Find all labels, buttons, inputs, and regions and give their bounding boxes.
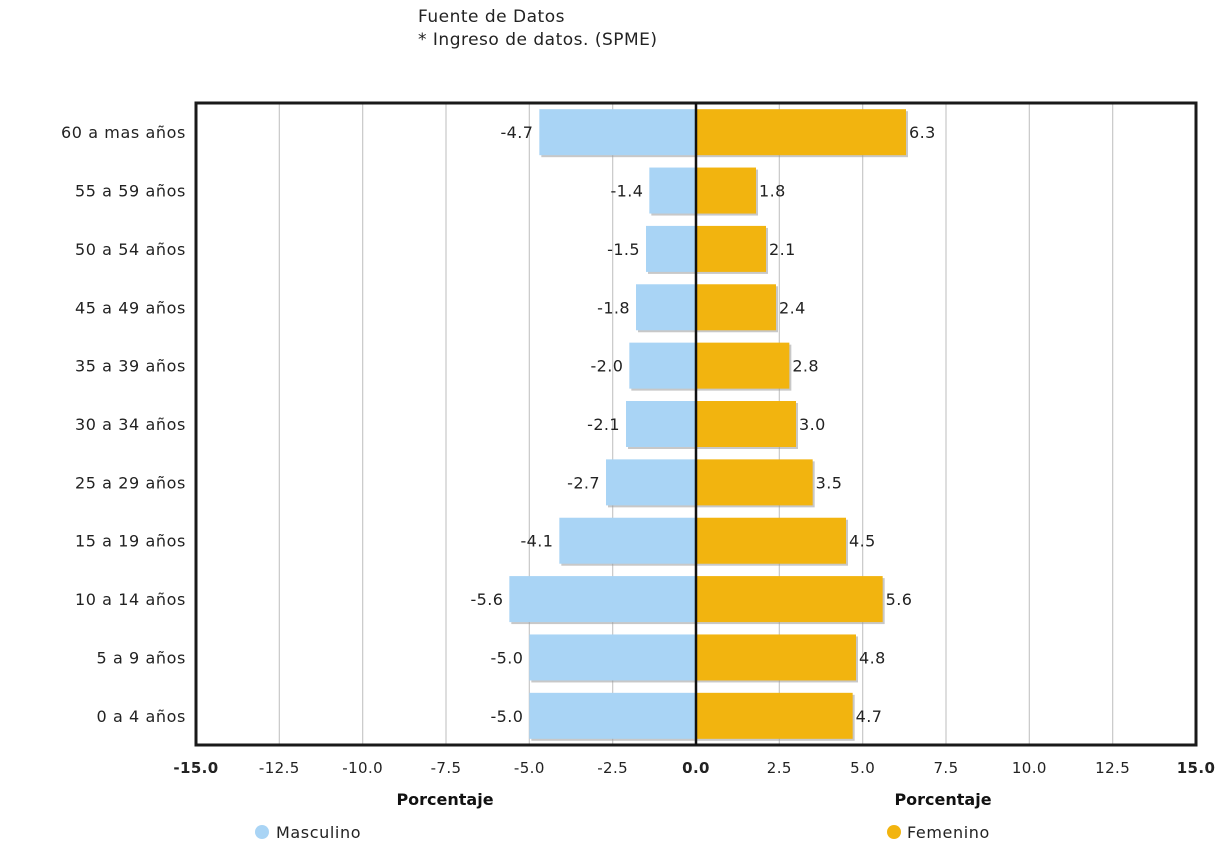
data-label-femenino-0: 6.3	[909, 123, 936, 142]
bar-femenino-50-a-54-a-os	[696, 225, 766, 272]
data-label-femenino-2: 2.1	[769, 240, 796, 259]
bar-masculino-60-a-mas-a-os	[539, 109, 696, 156]
x-tick-label-5: -2.5	[597, 759, 628, 777]
category-label-45-a-49-a-os: 45 a 49 años	[75, 298, 186, 317]
bar-femenino-30-a-34-a-os	[696, 401, 796, 447]
x-tick-label-12: 15.0	[1177, 759, 1216, 777]
bars	[509, 109, 908, 741]
data-label-masculino-2: -1.5	[607, 240, 640, 259]
category-label-55-a-59-a-os: 55 a 59 años	[75, 182, 186, 201]
data-label-femenino-9: 4.8	[859, 648, 886, 667]
source-title: Fuente de Datos	[418, 7, 565, 27]
data-label-femenino-6: 3.5	[816, 473, 843, 492]
x-tick-label-8: 5.0	[850, 759, 875, 777]
data-label-femenino-8: 5.6	[886, 590, 913, 609]
category-label-5-a-9-a-os: 5 a 9 años	[97, 648, 187, 667]
x-tick-label-4: -5.0	[514, 759, 545, 777]
bar-masculino-10-a-14-a-os	[509, 576, 696, 623]
category-label-10-a-14-a-os: 10 a 14 años	[75, 590, 186, 609]
legend-masculino[interactable]: Masculino	[255, 823, 361, 842]
bar-masculino-15-a-19-a-os	[559, 517, 696, 564]
category-label-15-a-19-a-os: 15 a 19 años	[75, 532, 186, 551]
data-label-masculino-3: -1.8	[597, 298, 630, 317]
source-detail: * Ingreso de datos. (SPME)	[418, 30, 658, 50]
bar-masculino-30-a-34-a-os	[626, 401, 696, 447]
category-label-30-a-34-a-os: 30 a 34 años	[75, 415, 186, 434]
grid-lines	[278, 103, 1114, 745]
x-tick-label-6: 0.0	[682, 759, 710, 777]
data-label-femenino-5: 3.0	[799, 415, 826, 434]
data-label-masculino-1: -1.4	[611, 182, 644, 201]
x-tick-label-2: -10.0	[342, 759, 383, 777]
x-tick-labels: -15.0 -12.5 -10.0 -7.5 -5.0 -2.5 0.0 2.5 5.0 7.5 1…	[173, 759, 1215, 777]
x-tick-label-3: -7.5	[431, 759, 462, 777]
data-source-note: Fuente de Datos * Ingreso de datos. (SPM…	[418, 6, 658, 52]
bar-femenino-55-a-59-a-os	[696, 167, 756, 214]
legend-masculino-swatch	[255, 825, 269, 839]
data-label-femenino-3: 2.4	[779, 298, 806, 317]
data-label-masculino-8: -5.6	[471, 590, 504, 609]
data-label-femenino-4: 2.8	[792, 357, 819, 376]
bar-femenino-25-a-29-a-os	[696, 459, 813, 506]
bar-femenino-10-a-14-a-os	[696, 576, 883, 623]
bar-femenino-45-a-49-a-os	[696, 284, 776, 331]
x-axis-title-left: Porcentaje	[396, 790, 493, 809]
legend-masculino-label: Masculino	[276, 823, 361, 842]
x-tick-label-10: 10.0	[1012, 759, 1047, 777]
legend-femenino[interactable]: Femenino	[887, 823, 990, 842]
category-label-25-a-29-a-os: 25 a 29 años	[75, 473, 186, 492]
data-label-femenino-7: 4.5	[849, 532, 876, 551]
bar-masculino-50-a-54-a-os	[646, 225, 696, 272]
category-label-60-a-mas-a-os: 60 a mas años	[61, 123, 186, 142]
data-label-masculino-7: -4.1	[521, 532, 554, 551]
bar-masculino-0-a-4-a-os	[529, 692, 696, 739]
data-label-masculino-6: -2.7	[567, 473, 600, 492]
legend-femenino-label: Femenino	[907, 823, 990, 842]
category-label-35-a-39-a-os: 35 a 39 años	[75, 357, 186, 376]
bar-masculino-5-a-9-a-os	[529, 634, 696, 681]
bar-masculino-25-a-29-a-os	[606, 459, 696, 506]
bar-femenino-35-a-39-a-os	[696, 342, 790, 389]
data-label-femenino-10: 4.7	[856, 707, 883, 726]
x-tick-label-0: -15.0	[173, 759, 218, 777]
category-label-0-a-4-a-os: 0 a 4 años	[97, 707, 187, 726]
category-label-50-a-54-a-os: 50 a 54 años	[75, 240, 186, 259]
bar-masculino-35-a-39-a-os	[629, 342, 696, 389]
data-labels: -4.7 6.3 -1.4 1.8 -1.5 2.1 -1.8 2.4 -2.0 2.8 -2.1 3…	[471, 123, 936, 726]
x-axis-title-right: Porcentaje	[894, 790, 991, 809]
x-tick-label-1: -12.5	[259, 759, 300, 777]
bar-femenino-15-a-19-a-os	[696, 517, 846, 564]
category-labels: 60 a mas años 55 a 59 años 50 a 54 años 45 …	[61, 123, 187, 726]
data-label-masculino-10: -5.0	[491, 707, 524, 726]
data-label-masculino-4: -2.0	[591, 357, 624, 376]
bar-femenino-60-a-mas-a-os	[696, 109, 906, 156]
data-label-masculino-9: -5.0	[491, 648, 524, 667]
bar-femenino-5-a-9-a-os	[696, 634, 856, 681]
x-tick-label-11: 12.5	[1095, 759, 1130, 777]
bar-femenino-0-a-4-a-os	[696, 692, 853, 739]
data-label-masculino-5: -2.1	[587, 415, 620, 434]
legend-femenino-swatch	[887, 825, 901, 839]
x-tick-label-7: 2.5	[767, 759, 792, 777]
x-tick-label-9: 7.5	[933, 759, 958, 777]
data-label-masculino-0: -4.7	[501, 123, 534, 142]
bar-masculino-45-a-49-a-os	[636, 284, 696, 331]
bar-masculino-55-a-59-a-os	[649, 167, 696, 214]
data-label-femenino-1: 1.8	[759, 182, 786, 201]
